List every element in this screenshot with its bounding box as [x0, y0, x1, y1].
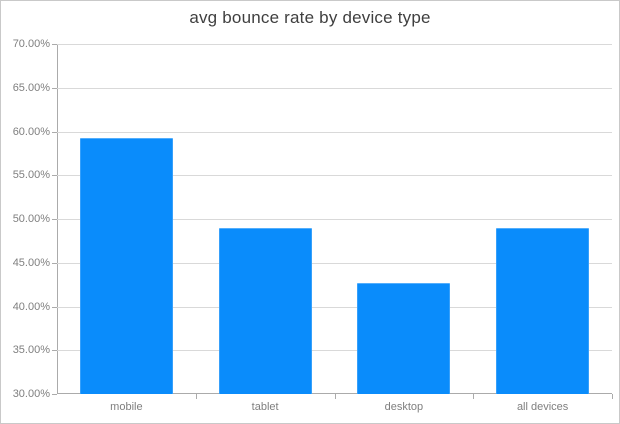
y-axis-tick-label: 30.00%	[12, 388, 50, 400]
x-axis-tick-mark	[473, 394, 475, 399]
y-axis-tick-mark	[52, 219, 57, 220]
x-axis-tick-mark	[195, 394, 197, 399]
y-axis-tick-label: 35.00%	[12, 344, 50, 357]
y-axis-tick-label: 50.00%	[12, 213, 50, 225]
y-axis-tick-mark	[52, 262, 57, 264]
bar-desktop	[357, 282, 451, 394]
y-axis-tick-mark	[52, 175, 57, 177]
y-axis-tick-label: 40.00%	[12, 300, 50, 313]
y-axis-tick-mark	[52, 87, 57, 89]
gridline	[57, 175, 612, 177]
y-axis-tick-label: 55.00%	[12, 169, 50, 182]
gridline	[57, 131, 612, 133]
x-axis-label-tablet: tablet	[251, 401, 279, 413]
y-axis-tick-label: 45.00%	[12, 256, 50, 269]
y-axis-tick-mark	[52, 44, 57, 45]
x-axis-labels-row: mobile tablet desktop all devices	[57, 401, 612, 417]
gridline	[57, 219, 612, 220]
x-axis-tick-mark	[612, 394, 613, 399]
y-axis-tick-mark	[52, 131, 57, 133]
x-axis-label-all-devices: all devices	[516, 401, 569, 413]
y-axis-tick-mark	[52, 350, 57, 352]
bar-mobile	[79, 137, 173, 394]
y-axis-tick-label: 70.00%	[12, 38, 50, 50]
y-axis-tick-label: 60.00%	[12, 125, 50, 138]
x-axis-label-mobile: mobile	[110, 401, 143, 413]
gridline	[57, 306, 612, 308]
bar-all-devices	[496, 227, 590, 394]
gridline	[57, 262, 612, 264]
x-axis-label-desktop: desktop	[384, 401, 424, 413]
y-axis-tick-mark	[52, 394, 57, 395]
plot-area: 70.00% 65.00% 60.00% 55.00% 50.00% 45.00% 40.0…	[13, 38, 613, 400]
y-axis-tick-label: 65.00%	[12, 81, 50, 94]
gridline	[57, 87, 612, 89]
bar-tablet	[218, 227, 312, 394]
gridline	[57, 44, 612, 45]
x-axis-tick-mark	[334, 394, 336, 399]
y-axis-tick-mark	[52, 306, 57, 308]
chart-title: avg bounce rate by device type	[189, 8, 431, 27]
x-axis-line	[57, 393, 612, 394]
gridline	[57, 350, 612, 352]
